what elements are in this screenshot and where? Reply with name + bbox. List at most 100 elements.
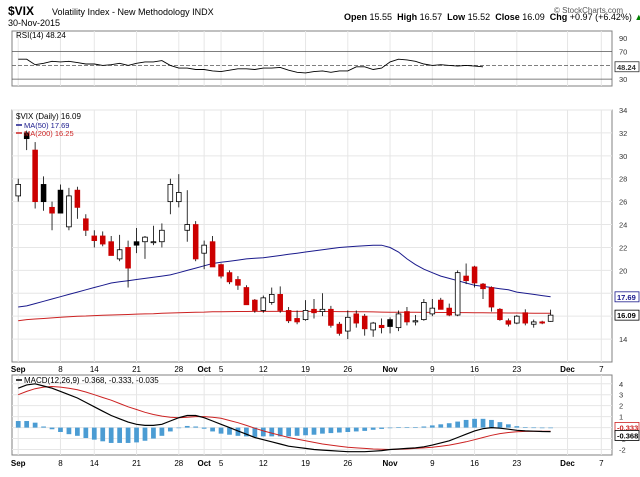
candle-body (421, 302, 427, 321)
macd-histogram-bar (125, 427, 131, 443)
candle-body (99, 235, 106, 245)
macd-y-tick-label: 2 (619, 402, 623, 411)
quote-date: 30-Nov-2015 (8, 18, 61, 28)
macd-histogram-bar (379, 427, 384, 429)
price-x-tick-label: 7 (599, 365, 604, 374)
macd-x-tick-label: 12 (259, 459, 268, 468)
macd-histogram-bar (404, 427, 410, 428)
rsi-line (18, 58, 484, 74)
candle-body (336, 323, 343, 334)
macd-x-tick-label: 14 (90, 459, 99, 468)
price-y-tick-label: 20 (619, 266, 627, 275)
low-label: Low (447, 12, 466, 22)
macd-histogram-bar (548, 427, 553, 429)
candle-body (142, 236, 148, 243)
candle-body (235, 279, 241, 286)
price-legend: $VIX (Daily) 16.09 (16, 112, 81, 121)
macd-signal-line (18, 385, 551, 451)
macd-histogram-bar (66, 427, 72, 435)
macd-histogram-bar (24, 421, 30, 428)
candle-body (23, 132, 30, 140)
macd-histogram-bar (506, 424, 511, 428)
macd-histogram-bar (303, 427, 308, 436)
macd-x-tick-label: 28 (174, 459, 183, 468)
macd-histogram-bar (235, 427, 241, 436)
macd-histogram-bar (286, 427, 292, 437)
macd-histogram-bar (421, 426, 427, 428)
open-value: 15.55 (369, 12, 393, 22)
macd-histogram-bar (429, 425, 435, 428)
macd-histogram-bar (75, 427, 80, 436)
rsi-last-value-tag: 48.24 (617, 63, 637, 72)
macd-histogram-bar (83, 427, 89, 439)
macd-histogram-bar (167, 427, 173, 432)
macd-histogram-bar (184, 425, 190, 428)
macd-histogram-bar (514, 426, 520, 428)
price-x-tick-label: 14 (90, 365, 99, 374)
price-x-tick-label: 8 (58, 365, 63, 374)
candle-body (294, 318, 300, 323)
copyright-label: © StockCharts.com (554, 6, 624, 15)
candle-body (522, 312, 529, 324)
macd-histogram-bar (117, 427, 122, 443)
macd-histogram-bar (413, 427, 418, 428)
price-x-tick-label: 21 (132, 365, 141, 374)
macd-y-tick-label: 4 (619, 380, 623, 389)
macd-histogram-bar (159, 427, 165, 436)
macd-histogram-bar (455, 421, 461, 428)
candle-body (463, 275, 469, 282)
candle-body (108, 241, 114, 256)
chg-up-arrow-icon: ▲ (634, 12, 640, 22)
price-y-tick-label: 30 (619, 152, 627, 161)
ma50-legend: MA(50) 17.69 (24, 121, 69, 130)
price-x-tick-label: Nov (382, 365, 398, 374)
candle-body (285, 310, 292, 322)
candle-body (74, 189, 81, 208)
macd-histogram-bar (193, 426, 199, 428)
macd-histogram-bar (277, 427, 283, 437)
candle-body (530, 321, 537, 325)
macd-histogram-bar (142, 427, 148, 441)
macd-histogram-bar (396, 427, 401, 428)
close-last-value-tag-box (614, 309, 640, 321)
price-x-tick-label: 26 (343, 365, 352, 374)
candle-body (395, 313, 402, 329)
macd-y-tick-label: 1 (619, 413, 623, 422)
macd-histogram-bar (58, 427, 63, 432)
ma200-line (18, 310, 551, 322)
price-x-tick-label: 9 (430, 365, 435, 374)
macd-x-tick-label: Nov (382, 459, 398, 468)
candle-body (176, 192, 182, 203)
ma200-legend: MA(200) 16.25 (24, 129, 74, 138)
symbol-label: $VIX (8, 4, 35, 18)
macd-x-tick-label: Dec (560, 459, 575, 468)
macd-x-tick-label: Oct (197, 459, 211, 468)
price-y-tick-label: 32 (619, 129, 627, 138)
candle-body (547, 314, 554, 322)
macd-line (17, 383, 551, 453)
price-x-tick-label: 16 (470, 365, 479, 374)
candle-body (488, 287, 495, 308)
rsi-y-tick-label: 30 (619, 75, 627, 84)
macd-histogram-bar (15, 421, 21, 428)
candle-body (311, 308, 317, 314)
macd-last-value-tag: -0.368 (617, 431, 638, 440)
macd-histogram-bar (336, 427, 342, 433)
candle-body (260, 297, 267, 311)
macd-x-tick-label: 5 (219, 459, 224, 468)
macd-histogram-bar (320, 427, 325, 434)
candle-body (353, 313, 360, 324)
macd-histogram-bar (134, 427, 139, 443)
close-value: 16.09 (522, 12, 545, 22)
macd-histogram-bar (151, 427, 156, 439)
candle-body (201, 244, 207, 254)
macd-y-tick-label: 3 (619, 391, 623, 400)
price-x-tick-label: Sep (11, 365, 26, 374)
candle-body (480, 283, 486, 290)
macd-histogram-bar (438, 424, 444, 428)
candle-body (57, 189, 64, 214)
candle-body (404, 311, 410, 323)
candle-body (505, 320, 512, 325)
ma50-line (18, 244, 551, 308)
macd-histogram-bar (387, 427, 393, 429)
